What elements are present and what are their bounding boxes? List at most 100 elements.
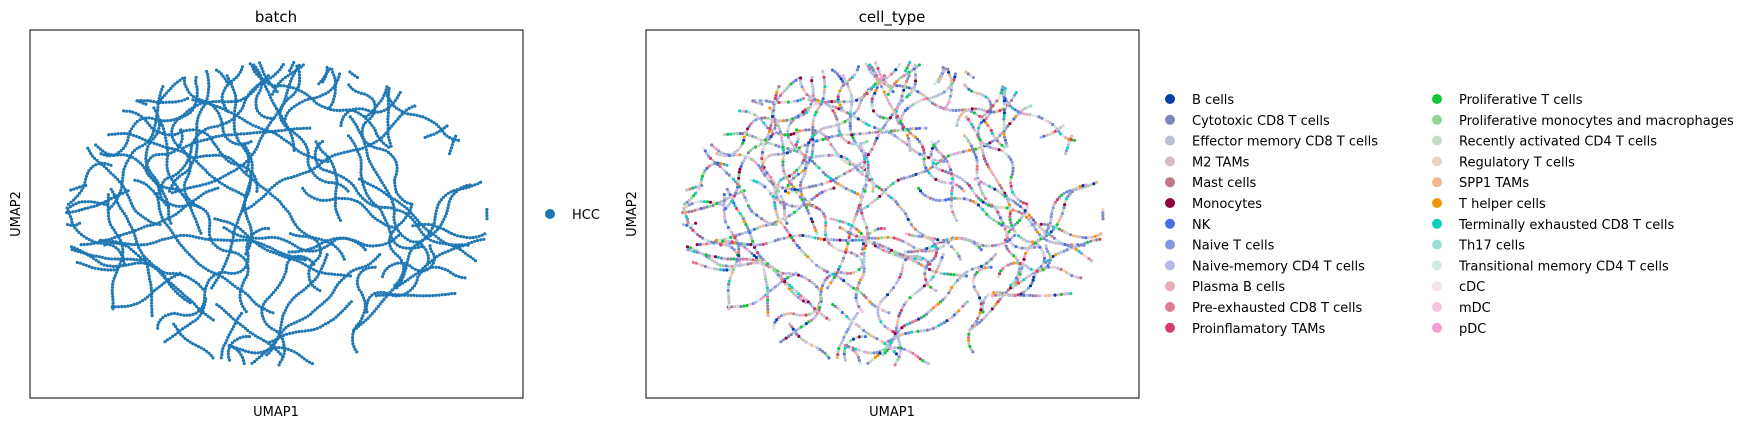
scatter-point (112, 228, 116, 232)
scatter-point (262, 115, 266, 119)
scatter-point (329, 319, 333, 323)
scatter-point (239, 299, 243, 303)
scatter-point (152, 221, 156, 225)
scatter-point (162, 281, 166, 285)
scatter-point (749, 261, 753, 265)
scatter-point (257, 111, 261, 115)
scatter-point (798, 183, 803, 187)
scatter-point (756, 251, 760, 255)
scatter-point (136, 99, 140, 103)
scatter-point (863, 206, 867, 210)
scatter-point (322, 300, 327, 304)
scatter-point (693, 230, 697, 235)
scatter-point (122, 109, 126, 113)
scatter-point (859, 231, 863, 236)
scatter-point (232, 118, 236, 122)
scatter-point (936, 241, 940, 245)
scatter-point (471, 236, 475, 240)
scatter-point (1009, 252, 1013, 256)
scatter-point (963, 179, 967, 183)
scatter-point (715, 267, 720, 271)
scatter-point (87, 149, 91, 153)
scatter-point (125, 153, 129, 157)
scatter-point (1020, 266, 1024, 270)
scatter-point (232, 325, 236, 329)
scatter-point (116, 305, 121, 309)
scatter-point (373, 110, 377, 114)
scatter-point (203, 290, 207, 294)
scatter-point (172, 322, 176, 326)
scatter-point (876, 113, 880, 117)
scatter-point (396, 233, 401, 238)
scatter-point (245, 263, 249, 267)
scatter-point (144, 217, 148, 221)
scatter-point (315, 161, 319, 165)
scatter-point (184, 198, 188, 202)
scatter-point (186, 323, 190, 328)
scatter-point (69, 188, 73, 192)
scatter-point (292, 127, 296, 131)
scatter-point (861, 273, 866, 277)
scatter-point (170, 191, 174, 195)
scatter-point (321, 168, 326, 172)
scatter-point (240, 65, 245, 69)
scatter-point (919, 263, 924, 267)
scatter-point (341, 254, 345, 258)
scatter-point (203, 102, 207, 106)
scatter-point (359, 164, 363, 168)
scatter-point (247, 238, 251, 242)
scatter-point (976, 196, 981, 200)
scatter-point (394, 119, 398, 123)
scatter-point (236, 225, 240, 229)
scatter-point (409, 293, 413, 297)
scatter-point (201, 287, 205, 291)
scatter-point (852, 73, 857, 77)
scatter-point (349, 300, 353, 304)
scatter-point (377, 175, 381, 179)
scatter-point (227, 120, 231, 124)
scatter-point (111, 239, 115, 244)
scatter-point (268, 93, 272, 97)
scatter-point (250, 204, 254, 208)
scatter-point (1028, 293, 1032, 297)
scatter-point (130, 242, 134, 247)
scatter-point (233, 109, 237, 113)
scatter-point (741, 153, 745, 157)
scatter-point (789, 121, 793, 125)
scatter-point (279, 334, 283, 338)
scatter-point (398, 231, 402, 236)
scatter-point (945, 319, 949, 323)
scatter-point (979, 188, 983, 192)
scatter-point (761, 295, 766, 299)
scatter-point (111, 190, 115, 194)
scatter-point (324, 180, 328, 184)
scatter-point (259, 350, 263, 354)
scatter-point (157, 239, 161, 243)
scatter-point (116, 257, 120, 261)
scatter-point (334, 192, 338, 196)
scatter-point (930, 140, 934, 144)
scatter-point (251, 131, 256, 135)
scatter-point (218, 176, 222, 180)
scatter-point (935, 159, 940, 163)
scatter-point (162, 275, 166, 279)
scatter-point (997, 213, 1001, 217)
scatter-point (331, 86, 335, 90)
scatter-point (197, 282, 201, 286)
scatter-point (390, 102, 395, 106)
scatter-point (722, 268, 726, 272)
scatter-point (145, 164, 149, 168)
scatter-point (174, 236, 178, 240)
scatter-point (859, 208, 863, 212)
scatter-point (875, 197, 880, 201)
scatter-point (301, 261, 305, 265)
scatter-point (382, 183, 386, 187)
scatter-point (870, 147, 874, 151)
scatter-point (384, 192, 389, 197)
scatter-point (180, 114, 184, 118)
scatter-point (1066, 194, 1070, 198)
scatter-point (181, 146, 186, 150)
batch-legend: HCC (545, 208, 600, 223)
scatter-point (189, 150, 193, 154)
